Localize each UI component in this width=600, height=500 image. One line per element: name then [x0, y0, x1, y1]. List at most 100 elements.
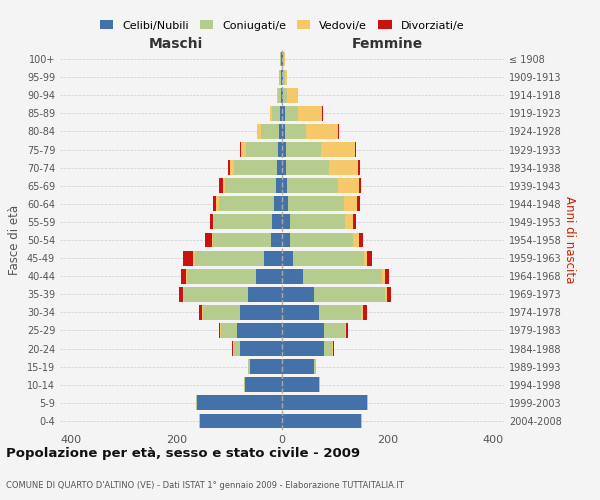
- Bar: [283, 52, 284, 66]
- Bar: [357, 196, 360, 211]
- Bar: [248, 287, 282, 302]
- Bar: [202, 305, 203, 320]
- Bar: [283, 70, 284, 84]
- Bar: [221, 323, 237, 338]
- Bar: [287, 88, 298, 102]
- Bar: [284, 124, 306, 139]
- Bar: [261, 124, 280, 139]
- Bar: [282, 414, 361, 428]
- Bar: [337, 124, 338, 139]
- Bar: [184, 287, 248, 302]
- Bar: [282, 323, 324, 338]
- Bar: [289, 196, 344, 211]
- Bar: [226, 178, 275, 193]
- Bar: [361, 414, 362, 428]
- Bar: [230, 160, 235, 175]
- Bar: [367, 250, 372, 266]
- Bar: [344, 196, 357, 211]
- Bar: [199, 305, 202, 320]
- Bar: [186, 269, 187, 283]
- Bar: [353, 214, 356, 230]
- Bar: [333, 341, 334, 356]
- Bar: [280, 70, 281, 84]
- Bar: [213, 214, 214, 230]
- Bar: [235, 341, 240, 356]
- Bar: [353, 232, 359, 248]
- Bar: [248, 359, 250, 374]
- Bar: [286, 160, 329, 175]
- Bar: [196, 396, 197, 410]
- Bar: [282, 305, 319, 320]
- Bar: [213, 232, 271, 248]
- Bar: [282, 250, 293, 266]
- Bar: [240, 142, 241, 157]
- Bar: [298, 106, 322, 121]
- Bar: [355, 142, 356, 157]
- Bar: [256, 269, 282, 283]
- Text: Femmine: Femmine: [352, 37, 424, 51]
- Bar: [346, 214, 353, 230]
- Bar: [282, 287, 314, 302]
- Bar: [237, 323, 282, 338]
- Bar: [281, 52, 282, 66]
- Bar: [324, 341, 332, 356]
- Bar: [218, 196, 274, 211]
- Bar: [282, 106, 284, 121]
- Bar: [220, 323, 221, 338]
- Bar: [235, 160, 277, 175]
- Bar: [197, 396, 282, 410]
- Bar: [199, 414, 200, 428]
- Bar: [187, 269, 256, 283]
- Bar: [274, 196, 282, 211]
- Bar: [240, 305, 282, 320]
- Bar: [314, 359, 316, 374]
- Bar: [332, 341, 333, 356]
- Bar: [290, 214, 346, 230]
- Bar: [303, 269, 382, 283]
- Bar: [329, 160, 358, 175]
- Bar: [240, 341, 282, 356]
- Bar: [382, 269, 385, 283]
- Bar: [280, 124, 282, 139]
- Bar: [280, 106, 282, 121]
- Bar: [250, 359, 282, 374]
- Text: COMUNE DI QUARTO D'ALTINO (VE) - Dati ISTAT 1° gennaio 2009 - Elaborazione TUTTA: COMUNE DI QUARTO D'ALTINO (VE) - Dati IS…: [6, 480, 404, 490]
- Bar: [363, 305, 367, 320]
- Bar: [284, 52, 285, 66]
- Bar: [210, 214, 213, 230]
- Bar: [218, 323, 220, 338]
- Bar: [212, 232, 213, 248]
- Bar: [290, 232, 353, 248]
- Bar: [282, 52, 283, 66]
- Bar: [282, 142, 286, 157]
- Bar: [282, 196, 289, 211]
- Bar: [282, 88, 283, 102]
- Bar: [244, 378, 245, 392]
- Bar: [232, 341, 233, 356]
- Bar: [282, 269, 303, 283]
- Bar: [282, 160, 286, 175]
- Bar: [205, 232, 212, 248]
- Bar: [223, 178, 226, 193]
- Bar: [183, 287, 184, 302]
- Bar: [195, 250, 263, 266]
- Bar: [287, 178, 337, 193]
- Bar: [233, 341, 235, 356]
- Bar: [346, 323, 348, 338]
- Bar: [385, 287, 386, 302]
- Bar: [367, 396, 368, 410]
- Bar: [182, 250, 193, 266]
- Bar: [282, 378, 319, 392]
- Bar: [275, 178, 282, 193]
- Bar: [358, 160, 360, 175]
- Bar: [282, 341, 324, 356]
- Bar: [359, 178, 361, 193]
- Bar: [280, 52, 281, 66]
- Bar: [257, 124, 261, 139]
- Text: Maschi: Maschi: [149, 37, 203, 51]
- Bar: [281, 88, 282, 102]
- Bar: [271, 232, 282, 248]
- Bar: [293, 250, 364, 266]
- Bar: [200, 414, 282, 428]
- Y-axis label: Anni di nascita: Anni di nascita: [563, 196, 575, 284]
